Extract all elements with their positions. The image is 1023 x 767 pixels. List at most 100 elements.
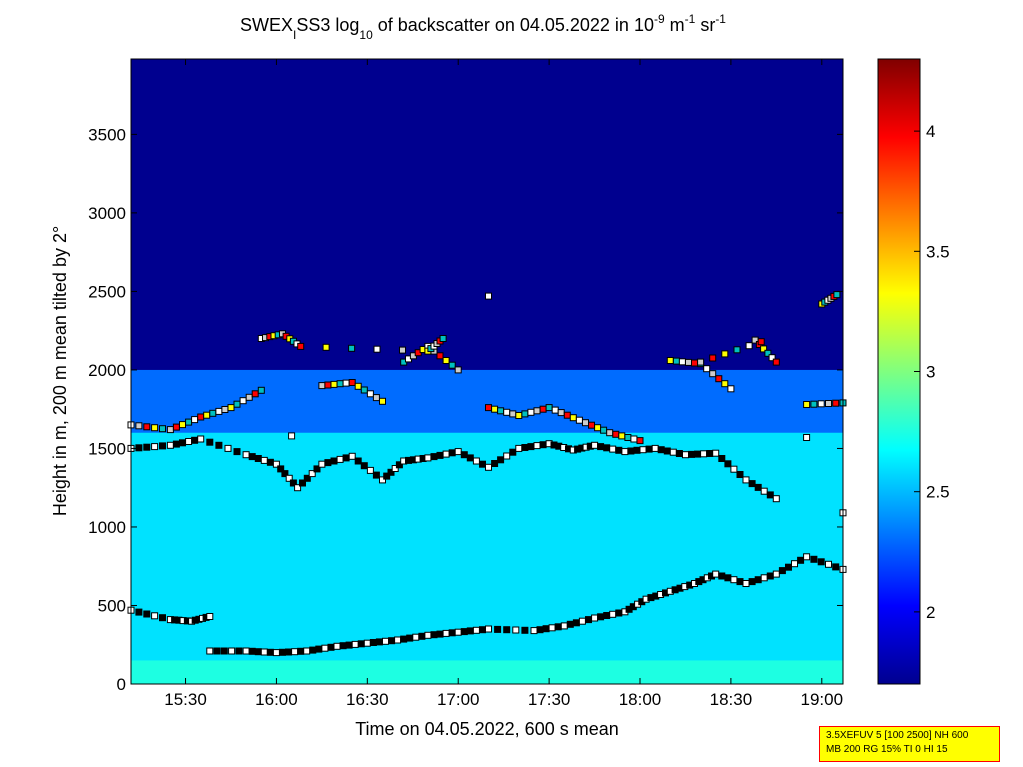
- detection-marker: [666, 357, 674, 364]
- detection-marker: [663, 447, 671, 455]
- detection-marker: [718, 572, 726, 580]
- detection-marker: [313, 465, 321, 473]
- detection-marker: [612, 430, 620, 438]
- detection-marker: [436, 451, 444, 459]
- detection-marker: [572, 619, 580, 627]
- detection-marker: [557, 409, 565, 417]
- detection-marker: [810, 555, 818, 563]
- detection-marker: [566, 620, 574, 628]
- detection-marker: [515, 444, 523, 452]
- detection-marker: [345, 641, 353, 649]
- detection-marker: [330, 457, 338, 465]
- detection-marker: [442, 629, 450, 637]
- detection-marker: [639, 446, 647, 454]
- detection-marker: [342, 454, 350, 462]
- detection-marker: [185, 418, 193, 426]
- detection-marker: [700, 450, 708, 458]
- detection-marker: [627, 447, 635, 455]
- detection-marker: [509, 410, 517, 418]
- detection-marker: [143, 423, 151, 431]
- detection-marker: [318, 382, 326, 390]
- detection-marker: [382, 637, 389, 645]
- detection-marker: [369, 639, 377, 646]
- detection-marker: [521, 626, 529, 634]
- detection-marker: [791, 560, 798, 568]
- detection-marker: [733, 346, 741, 354]
- top-layer-markers: [257, 291, 841, 366]
- detection-marker: [533, 442, 541, 450]
- y-tick-label: 2500: [88, 282, 126, 301]
- settings-info-box: 3.5XEFUV 5 [100 2500] NH 600 MB 200 RG 1…: [819, 726, 1000, 762]
- detection-marker: [351, 640, 359, 648]
- detection-marker: [832, 399, 840, 407]
- detection-marker: [479, 460, 486, 468]
- chart-title: SWEXISS3 log10 of backscatter on 04.05.2…: [240, 12, 726, 42]
- detection-marker: [754, 576, 762, 584]
- detection-marker: [454, 628, 462, 636]
- detection-marker: [766, 572, 774, 580]
- detection-marker: [191, 436, 199, 444]
- detection-marker: [336, 455, 344, 463]
- detection-marker: [691, 359, 698, 367]
- detection-marker: [257, 386, 265, 394]
- detection-marker: [260, 648, 268, 656]
- detection-marker: [724, 574, 732, 582]
- detection-marker: [797, 556, 805, 564]
- detection-marker: [509, 448, 517, 456]
- detection-marker: [248, 647, 256, 655]
- detection-marker: [406, 634, 414, 642]
- detection-marker: [606, 429, 614, 437]
- detection-marker: [439, 335, 447, 342]
- detection-marker: [503, 408, 511, 416]
- detection-marker: [159, 425, 166, 433]
- detection-marker: [394, 636, 402, 644]
- detection-marker: [213, 647, 221, 655]
- detection-marker: [548, 624, 556, 632]
- detection-marker: [436, 630, 444, 638]
- detection-marker: [491, 460, 499, 467]
- detection-marker: [466, 627, 474, 635]
- detection-marker: [309, 646, 317, 654]
- detection-marker: [297, 342, 305, 350]
- detection-marker: [285, 474, 293, 482]
- colorbar-gradient: [877, 58, 921, 685]
- detection-marker: [600, 426, 608, 434]
- detection-marker: [709, 370, 717, 378]
- upper-layer-markers: [127, 336, 847, 445]
- detection-marker: [736, 471, 744, 478]
- detection-marker: [778, 567, 786, 575]
- detection-marker: [281, 470, 289, 478]
- detection-marker: [242, 451, 250, 459]
- detection-marker: [228, 647, 236, 655]
- detection-marker: [379, 397, 386, 405]
- detection-marker: [485, 463, 492, 471]
- detection-marker: [206, 438, 214, 446]
- detection-marker: [233, 448, 241, 456]
- detection-marker: [277, 465, 285, 473]
- detection-marker: [430, 453, 438, 461]
- detection-marker: [330, 380, 338, 388]
- y-tick-label: 0: [117, 675, 126, 694]
- detection-marker: [260, 456, 268, 464]
- detection-marker: [615, 609, 623, 617]
- detection-marker: [609, 445, 617, 453]
- detection-marker: [825, 560, 832, 568]
- detection-marker: [832, 563, 840, 571]
- detection-marker: [764, 349, 772, 357]
- detection-marker: [485, 404, 492, 412]
- detection-marker: [630, 435, 638, 443]
- detection-marker: [585, 616, 592, 624]
- detection-marker: [454, 366, 462, 374]
- detection-marker: [760, 345, 768, 353]
- detection-marker: [466, 454, 474, 462]
- detection-marker: [272, 649, 280, 657]
- detection-marker: [357, 640, 365, 648]
- middle-layer-markers: [127, 434, 847, 517]
- detection-marker: [294, 484, 302, 492]
- detection-marker: [512, 626, 520, 634]
- colorbar-tick-label: 2: [926, 603, 935, 622]
- detection-marker: [336, 380, 344, 388]
- detection-marker: [448, 629, 456, 637]
- detection-marker: [521, 444, 529, 451]
- detection-marker: [436, 352, 444, 360]
